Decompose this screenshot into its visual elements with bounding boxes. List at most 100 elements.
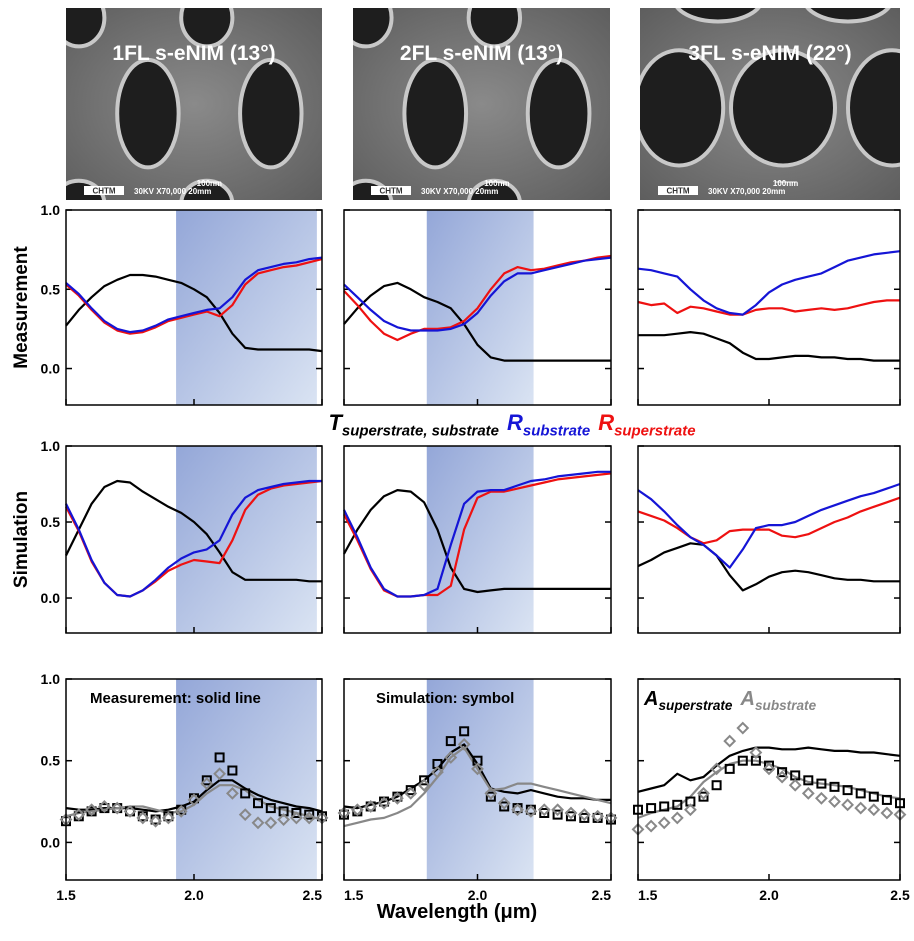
line-series [637,496,901,545]
diamond-marker [110,801,124,815]
plot-frame [637,445,901,634]
y-tick-label: 0.0 [41,834,61,850]
sem-holes [640,8,900,168]
square-marker [724,763,735,774]
square-marker [698,791,709,802]
line-series [343,256,612,332]
legend-letter: T [328,410,343,435]
square-marker [304,809,315,820]
diamond-marker [484,786,498,800]
square-marker [659,801,670,812]
x-tick-label: 2.0 [759,887,779,903]
legend: Tsuperstrate, substrate​Rsubstrate​Rsupe… [328,410,695,440]
diamond-marker [251,816,265,830]
plot-frame [65,445,323,634]
sem-image: 1FL s-eNIM (13°) 100nm CHTM 30KV X70,000 20… [66,8,322,200]
square-marker [579,812,590,823]
diamond-marker [72,808,86,822]
y-tick-label: 0.0 [41,590,61,606]
brand-box [371,186,411,195]
square-marker [672,799,683,810]
shaded-band [426,679,534,880]
plot-frame [65,678,323,881]
diamond-marker [762,762,776,776]
line-series [65,479,322,598]
panel [343,209,612,406]
line-series [637,746,901,793]
diamond-marker [289,811,303,825]
diamond-marker [814,791,828,805]
legend-subscript: superstrate [658,698,732,713]
annotation: Simulation: symbol [376,690,514,707]
legend-letter: A [643,688,658,710]
diamond-marker [200,777,214,790]
square-marker [485,791,496,802]
panel [343,445,612,634]
diamond-marker [775,770,789,784]
diamond-marker [238,808,252,822]
diamond-marker [149,814,163,828]
x-tick-label: 2.0 [184,887,204,903]
shaded-band [176,210,317,405]
sem-label: 2FL s-eNIM (13°) [400,42,563,65]
square-marker [227,765,238,776]
line-series [65,479,322,583]
legend: Asuperstrate​Asubstrate​ [643,688,817,713]
diamond-marker [841,798,855,812]
shaded-band [176,679,317,880]
diamond-marker [801,786,815,800]
diamond-marker [497,796,511,810]
line-series [637,299,900,316]
square-marker [764,760,774,771]
sem-hole [466,8,523,49]
square-marker [842,785,853,796]
sem-hole [66,8,107,49]
diamond-marker [136,811,150,825]
diamond-marker [123,804,137,818]
diamond-marker [471,762,484,776]
sem-hole [525,57,592,170]
square-marker [419,775,430,786]
scale-label: 100nm [484,179,509,188]
diamond-marker [828,795,841,808]
line-series [65,256,323,334]
line-series [638,331,900,362]
diamond-marker [457,737,471,751]
sem-hole [402,57,469,170]
sem-holes [66,8,304,200]
x-tick-label: 1.5 [638,887,658,903]
diamond-marker [174,804,188,818]
line-series [343,489,611,594]
x-tick-label: 1.5 [56,887,76,903]
diamond-marker [97,800,111,813]
diamond-marker [377,796,391,810]
scale-label: 100nm [773,179,798,188]
sem-hole [675,8,761,24]
square-marker [214,752,225,763]
sem-info: 30KV X70,000 20mm [134,187,211,196]
diamond-marker [697,786,710,800]
x-axis-label: Wavelength (μm) [377,901,537,923]
diamond-marker [213,767,227,781]
square-marker [240,788,251,799]
y-axis-label: Simulation [11,491,32,588]
y-tick-label: 0.5 [41,753,61,769]
square-marker [711,780,722,791]
shaded-band [426,210,534,405]
diamond-marker [710,762,724,776]
square-marker [445,736,456,747]
diamond-marker [788,778,802,792]
square-marker [829,781,840,792]
square-marker [265,803,276,814]
diamond-marker [225,786,239,800]
diamond-marker [404,786,418,800]
legend-subscript: superstrate, substrate [342,423,499,440]
diamond-marker [670,811,684,825]
diamond-marker [564,806,578,820]
legend-letter: R [598,410,614,435]
square-marker [201,775,212,786]
sem-hole [179,178,235,200]
square-marker [646,803,657,814]
line-series [65,273,323,353]
legend-subscript: substrate [523,423,590,440]
